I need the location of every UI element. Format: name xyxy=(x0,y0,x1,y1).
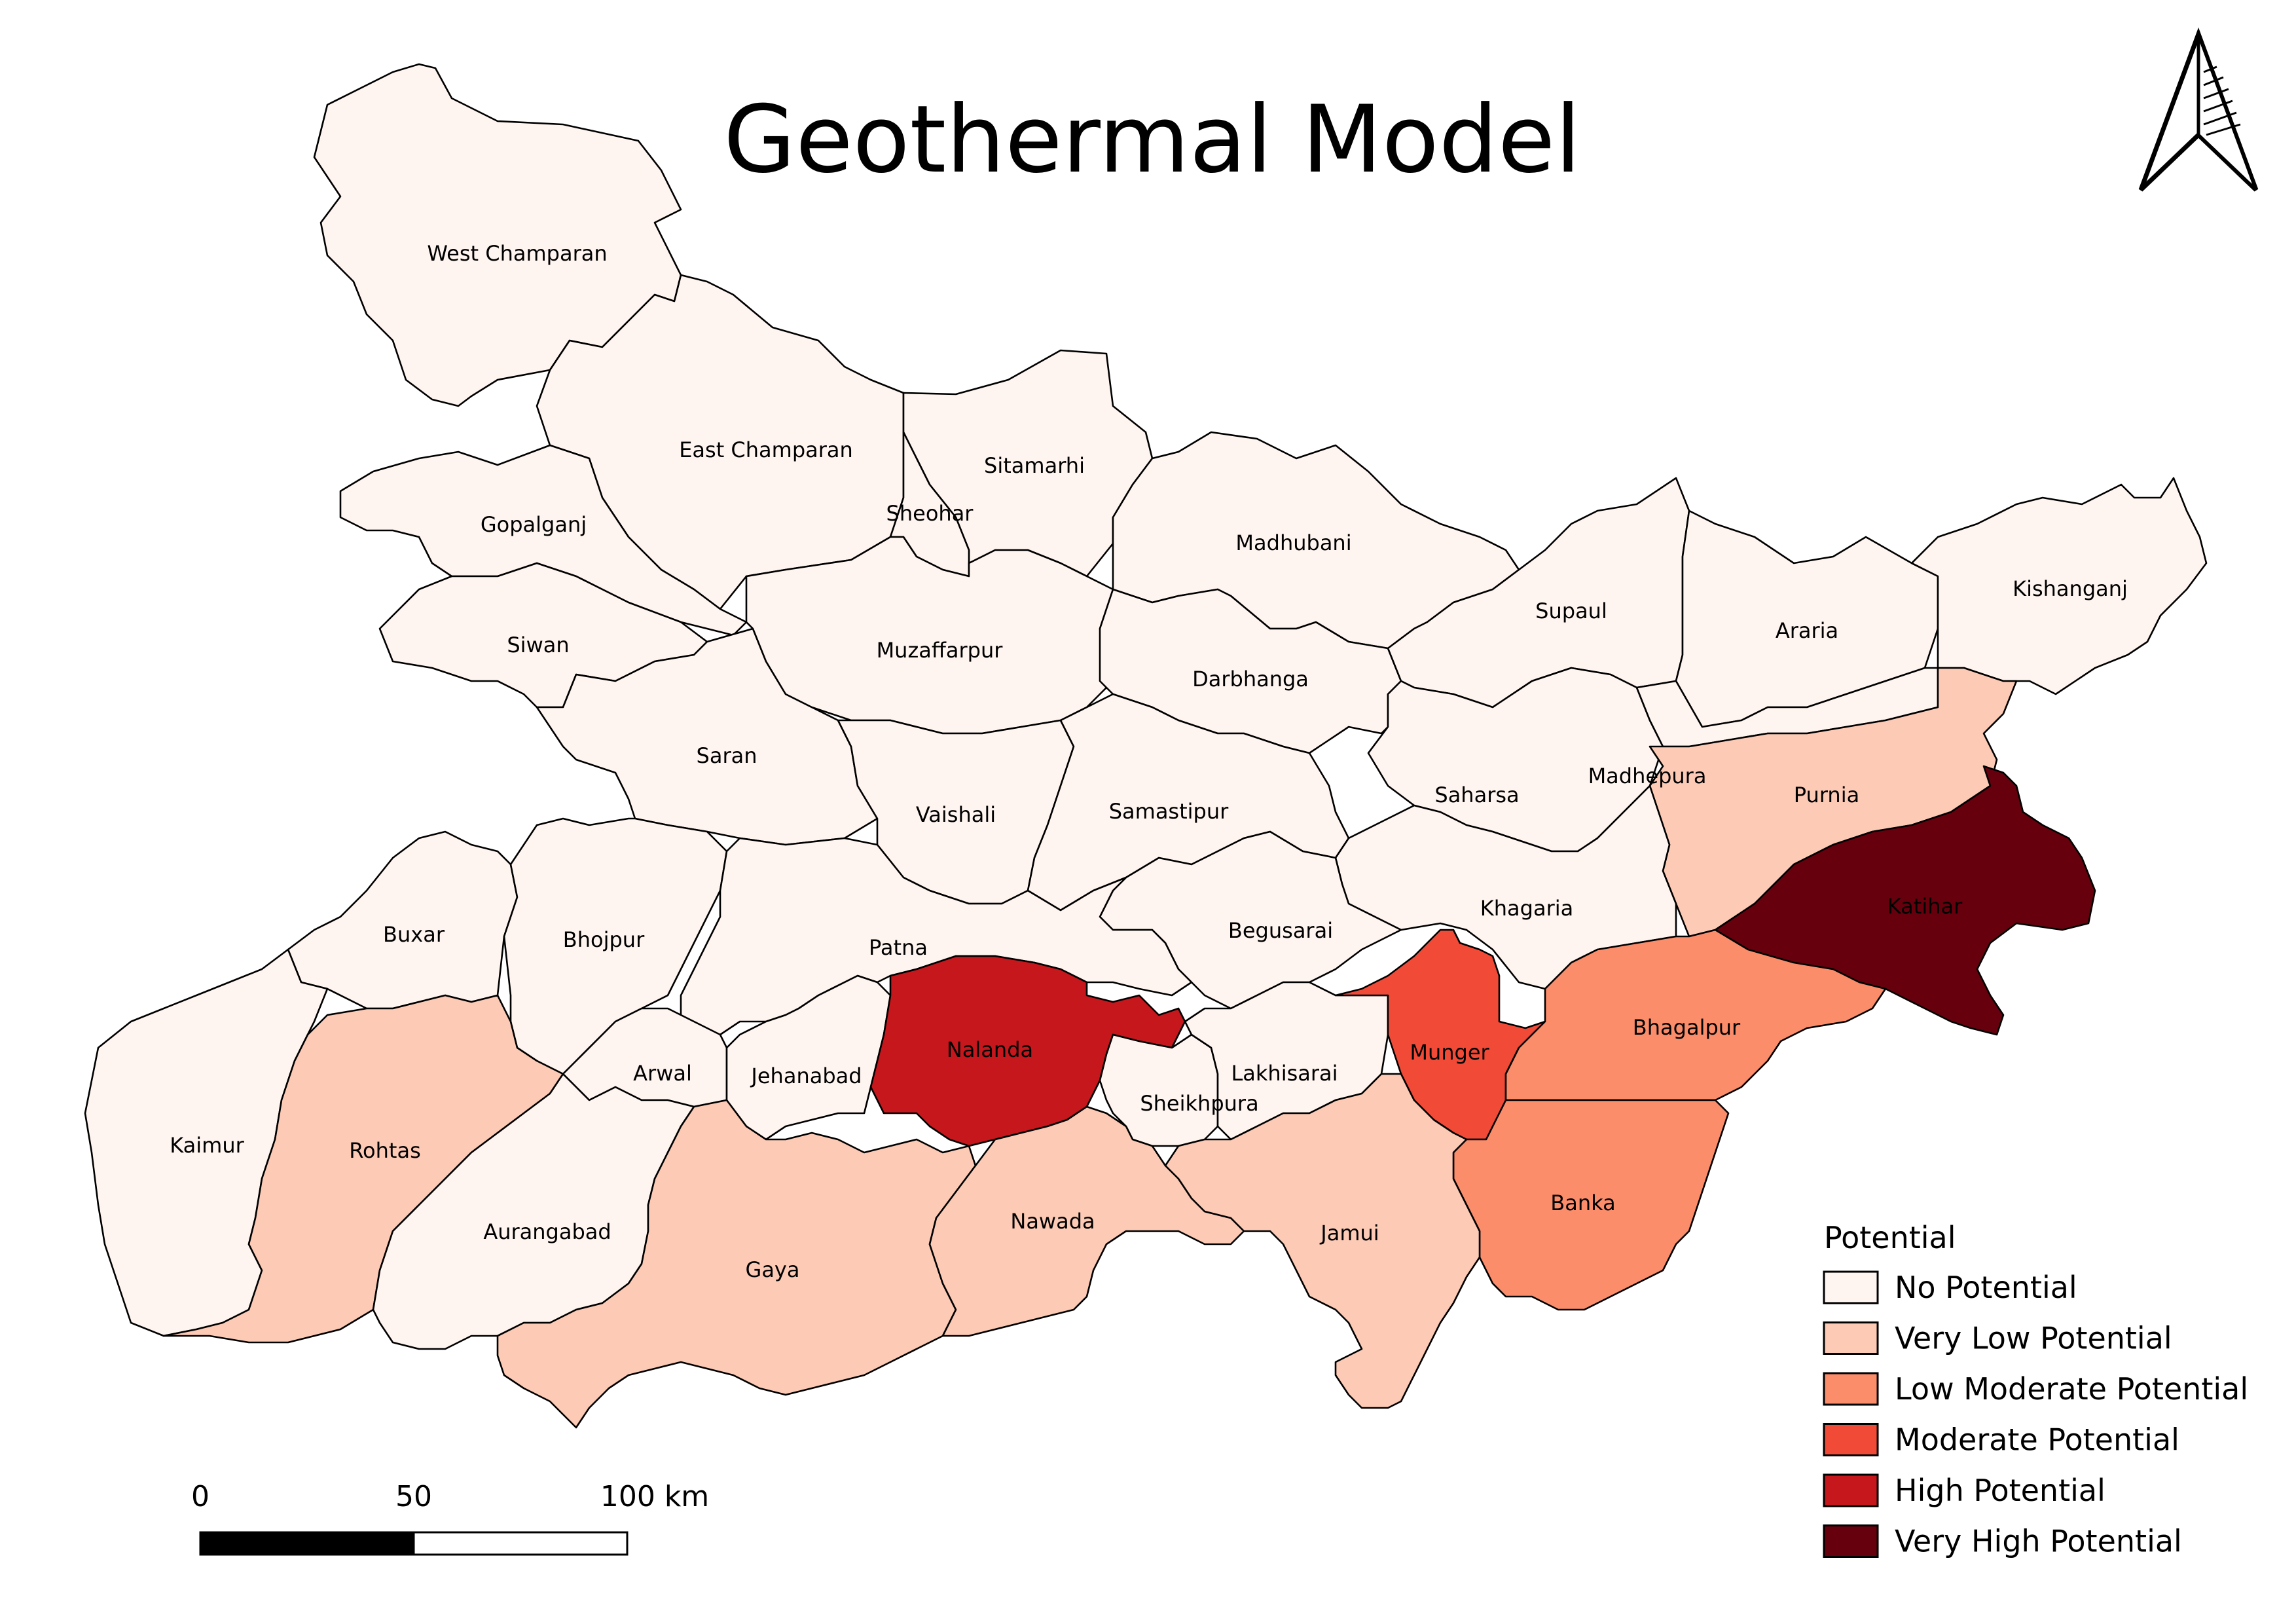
legend-label-moderate: Moderate Potential xyxy=(1895,1422,2179,1458)
district-khagaria xyxy=(1334,784,1677,990)
district-buxar xyxy=(287,830,519,1010)
district-label-nalanda: Nalanda xyxy=(947,1037,1033,1062)
district-label-vaishali: Vaishali xyxy=(916,802,996,827)
district-labels-layer: West Champaran East Champaran Sitamarhi … xyxy=(170,241,2128,1282)
district-jamui xyxy=(1164,1073,1481,1409)
legend-label-lowmod: Low Moderate Potential xyxy=(1895,1371,2248,1407)
district-label-saharsa: Saharsa xyxy=(1434,783,1519,807)
district-label-jehanabad: Jehanabad xyxy=(750,1063,862,1088)
map-legend: Potential No Potential Very Low Potential… xyxy=(1823,1220,2248,1559)
legend-swatch-high xyxy=(1823,1473,1879,1507)
district-label-bhojpur: Bhojpur xyxy=(563,927,645,952)
district-label-west-champaran: West Champaran xyxy=(427,241,607,266)
district-label-gaya: Gaya xyxy=(746,1257,800,1282)
legend-swatch-none xyxy=(1823,1270,1879,1304)
legend-swatch-moderate xyxy=(1823,1423,1879,1456)
legend-swatch-lowmod xyxy=(1823,1372,1879,1406)
district-label-jamui: Jamui xyxy=(1319,1221,1379,1246)
district-label-muzaffarpur: Muzaffarpur xyxy=(877,638,1004,663)
district-katihar xyxy=(1714,765,2096,1036)
district-label-bhagalpur: Bhagalpur xyxy=(1633,1015,1741,1040)
district-label-nawada: Nawada xyxy=(1010,1209,1095,1234)
district-label-munger: Munger xyxy=(1410,1040,1489,1065)
district-label-sitamarhi: Sitamarhi xyxy=(984,453,1085,478)
district-label-aurangabad: Aurangabad xyxy=(483,1219,611,1244)
district-label-sheikhpura: Sheikhpura xyxy=(1140,1091,1258,1116)
district-label-patna: Patna xyxy=(869,935,928,960)
district-label-saran: Saran xyxy=(697,743,757,768)
district-gaya xyxy=(496,1099,977,1429)
district-label-darbhanga: Darbhanga xyxy=(1192,667,1309,692)
legend-label-none: No Potential xyxy=(1895,1270,2077,1305)
district-label-arwal: Arwal xyxy=(633,1061,692,1086)
district-label-kaimur: Kaimur xyxy=(170,1133,244,1158)
legend-label-vhigh: Very High Potential xyxy=(1895,1524,2182,1559)
districts-layer xyxy=(84,63,2208,1429)
scale-label-0: 0 xyxy=(191,1480,210,1513)
scale-bar: 0 50 100 km xyxy=(191,1480,709,1556)
district-label-purnia: Purnia xyxy=(1794,783,1859,807)
district-label-begusarai: Begusarai xyxy=(1228,918,1333,943)
district-sheikhpura xyxy=(1099,1033,1219,1147)
district-label-madhubani: Madhubani xyxy=(1235,530,1351,555)
district-label-lakhisarai: Lakhisarai xyxy=(1231,1061,1338,1086)
district-label-supaul: Supaul xyxy=(1535,599,1607,623)
legend-label-high: High Potential xyxy=(1895,1473,2105,1508)
district-label-siwan: Siwan xyxy=(507,633,569,657)
district-label-samastipur: Samastipur xyxy=(1109,799,1229,824)
scale-label-100km: 100 km xyxy=(600,1480,709,1513)
district-label-madhepura: Madhepura xyxy=(1588,764,1707,788)
district-label-gopalganj: Gopalganj xyxy=(481,512,587,537)
district-label-khagaria: Khagaria xyxy=(1480,896,1573,921)
legend-title: Potential xyxy=(1824,1220,1956,1255)
scale-bar-white-segment xyxy=(412,1531,629,1556)
district-label-katihar: Katihar xyxy=(1887,894,1963,919)
legend-label-vlow: Very Low Potential xyxy=(1895,1321,2172,1356)
scale-bar-black-segment xyxy=(199,1531,415,1556)
district-label-east-champaran: East Champaran xyxy=(679,437,853,462)
district-label-buxar: Buxar xyxy=(383,922,445,947)
district-label-sheohar: Sheohar xyxy=(886,501,974,526)
legend-swatch-vhigh xyxy=(1823,1524,1879,1558)
district-nawada xyxy=(928,1105,1245,1337)
district-label-kishanganj: Kishanganj xyxy=(2013,576,2128,601)
scale-label-50: 50 xyxy=(395,1480,432,1513)
legend-swatch-vlow xyxy=(1823,1321,1879,1355)
district-label-banka: Banka xyxy=(1550,1190,1615,1215)
north-arrow-icon xyxy=(2138,27,2259,192)
district-label-rohtas: Rohtas xyxy=(349,1138,420,1163)
district-label-araria: Araria xyxy=(1776,618,1838,643)
map-title: Geothermal Model xyxy=(723,86,1580,194)
